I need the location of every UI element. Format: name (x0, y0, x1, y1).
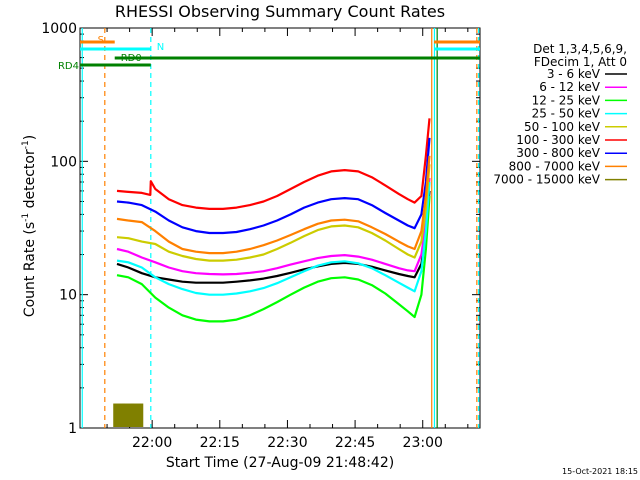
legend-label-6-12-kev: 6 - 12 keV (539, 80, 601, 94)
legend-header-line-2: FDecim 1, Att 0 (534, 55, 627, 69)
series-12-25-kev-line (116, 195, 431, 323)
x-tick-label: 22:00 (132, 435, 172, 451)
x-axis-label: Start Time (27-Aug-09 21:48:42) (166, 455, 394, 471)
series-7000-15000-kev-bar (122, 403, 135, 427)
x-tick-label: 22:30 (267, 435, 307, 451)
y-tick-label: 100 (50, 154, 77, 170)
y-tick-label: 1 (68, 421, 77, 437)
legend-label-300-800-kev: 300 - 800 keV (516, 146, 600, 160)
series-800-7000-kev-line (116, 155, 431, 255)
legend: Det 1,3,4,5,6,9, FDecim 1, Att 0 3 - 6 k… (493, 42, 627, 187)
y-axis-label-end: ) (22, 135, 38, 140)
legend-label-800-7000-kev: 800 - 7000 keV (509, 159, 601, 173)
legend-label-12-25-kev: 12 - 25 keV (532, 93, 601, 107)
y-axis-label-mid: detector (22, 149, 38, 213)
state-label-s: S (98, 35, 104, 46)
legend-label-100-300-kev: 100 - 300 keV (516, 133, 600, 147)
x-tick-label: 23:00 (403, 435, 443, 451)
series-7000-15000-kev-bar (131, 403, 144, 427)
series-7000-15000-kev-bar (113, 403, 126, 427)
state-label-rd4: RD4 (58, 61, 79, 72)
series-25-50-kev-line (116, 181, 431, 296)
series-100-300-kev-line (116, 118, 431, 210)
legend-label-7000-15000-kev: 7000 - 15000 keV (493, 173, 600, 187)
legend-label-50-100-kev: 50 - 100 keV (524, 120, 601, 134)
footer-timestamp: 15-Oct-2021 18:15 (562, 467, 638, 476)
series-50-100-kev-line (116, 164, 431, 262)
plot-area: 1 10 100 1000 22:00 22:15 22:30 22:45 23:00 S N RD0… (41, 21, 481, 451)
x-tick-label: 22:45 (335, 435, 375, 451)
legend-label-25-50-kev: 25 - 50 keV (532, 107, 601, 121)
x-tick-label: 22:15 (200, 435, 240, 451)
y-axis-label: Count Rate (s-1 detector-1) (21, 135, 38, 317)
y-axis-label-sup1: -1 (21, 213, 31, 222)
series-300-800-kev-line (116, 137, 431, 235)
state-label-rd0: RD0 (121, 53, 142, 64)
state-label-n: N (157, 42, 164, 53)
y-tick-label: 1000 (41, 21, 77, 37)
y-axis-label-main: Count Rate (s (22, 222, 38, 317)
series-6-12-kev-line (116, 177, 431, 276)
y-axis-label-sup2: -1 (21, 140, 31, 149)
series-3-6-kev-line (116, 190, 431, 284)
plot-frame (79, 27, 481, 429)
y-tick-label: 10 (59, 288, 77, 304)
legend-header-line-1: Det 1,3,4,5,6,9, (533, 42, 627, 56)
legend-label-3-6-kev: 3 - 6 keV (547, 67, 601, 81)
chart-title: RHESSI Observing Summary Count Rates (115, 2, 445, 21)
